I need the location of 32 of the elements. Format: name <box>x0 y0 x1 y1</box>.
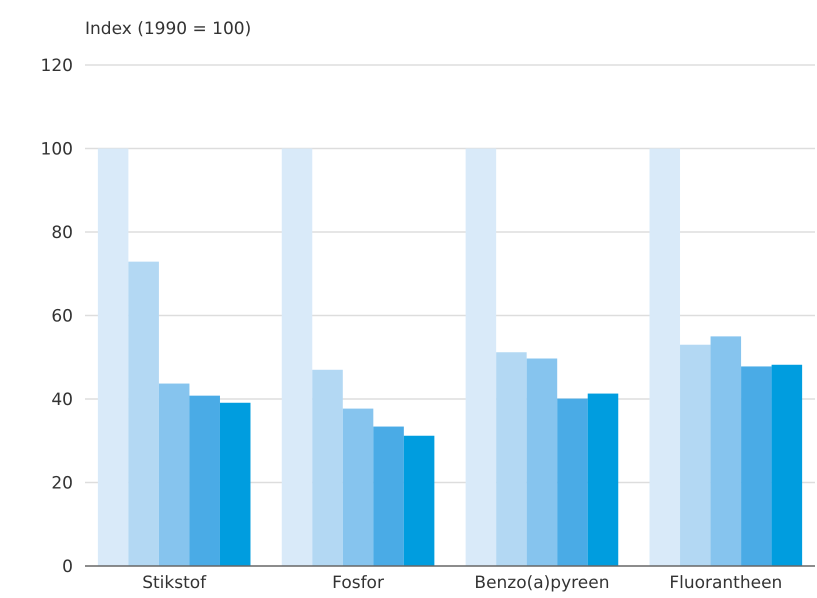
bar <box>741 366 772 566</box>
y-tick-label: 80 <box>51 222 73 243</box>
bar <box>588 394 618 566</box>
x-tick-label: Stikstof <box>142 573 208 593</box>
bar <box>557 398 588 566</box>
bar <box>220 402 250 566</box>
bar <box>772 364 802 566</box>
bar <box>98 148 128 566</box>
bar <box>158 384 190 566</box>
y-tick-label: 100 <box>40 139 73 160</box>
bar <box>128 262 159 566</box>
y-tick-label: 40 <box>51 390 73 410</box>
y-axis-title: Index (1990 = 100) <box>85 19 252 39</box>
x-tick-label: Benzo(a)pyreen <box>474 573 610 593</box>
bar <box>526 358 558 566</box>
y-tick-label: 120 <box>40 56 73 76</box>
bar <box>650 148 680 566</box>
bar <box>680 344 711 566</box>
bar <box>466 148 496 566</box>
bar <box>189 396 220 566</box>
x-tick-label: Fluorantheen <box>669 573 782 593</box>
y-tick-label: 0 <box>62 556 73 577</box>
y-tick-label: 60 <box>51 306 73 326</box>
bar <box>373 426 404 566</box>
x-tick-label: Fosfor <box>332 573 384 593</box>
bar <box>282 148 312 566</box>
y-tick-label: 20 <box>51 473 73 494</box>
bar <box>404 436 434 566</box>
bar <box>342 408 374 566</box>
bar <box>710 336 742 566</box>
bar <box>496 352 527 566</box>
bar <box>312 370 343 566</box>
